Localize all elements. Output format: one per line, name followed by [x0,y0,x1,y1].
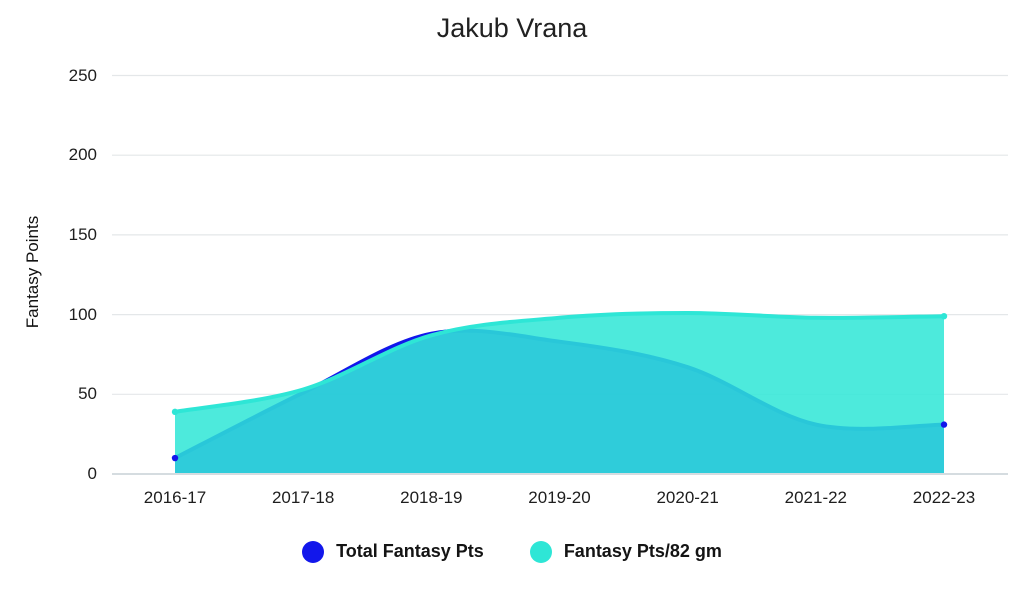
point-series-0-last [940,421,948,428]
y-tick-label-50: 50 [78,384,97,404]
x-tick-label-2021-22: 2021-22 [784,488,848,507]
legend-label-fantasy-pts-per-82: Fantasy Pts/82 gm [563,541,722,561]
point-series-1-first [171,408,179,416]
x-tick-label-2022-23: 2022-23 [912,488,976,507]
line-series-1 [173,311,946,414]
legend: Total Fantasy Pts Fantasy Pts/82 gm [0,539,1024,564]
legend-item-fantasy-pts-per-82: Fantasy Pts/82 gm [529,540,722,563]
x-tick-label-2017-18: 2017-18 [271,488,335,507]
chart-title: Jakub Vrana [436,13,588,43]
legend-item-total-fantasy-pts: Total Fantasy Pts [302,540,484,563]
legend-dot-fantasy-pts-per-82-icon [529,540,552,563]
x-tick-label-2020-21: 2020-21 [656,488,719,507]
y-tick-label-0: 0 [87,464,97,483]
x-tick-label-2019-20: 2019-20 [528,488,591,507]
area-series-1 [175,313,944,473]
point-series-0-first [171,454,179,462]
y-tick-label-100: 100 [68,304,97,324]
point-series-1-last [940,312,948,320]
y-tick-label-200: 200 [68,145,97,165]
legend-dot-total-fantasy-pts-icon [302,540,325,563]
y-tick-label-150: 150 [68,224,97,244]
x-tick-label-2018-19: 2018-19 [400,488,463,507]
legend-label-total-fantasy-pts: Total Fantasy Pts [336,541,484,561]
y-tick-label-250: 250 [68,65,97,85]
x-tick-label-2016-17: 2016-17 [143,488,207,507]
